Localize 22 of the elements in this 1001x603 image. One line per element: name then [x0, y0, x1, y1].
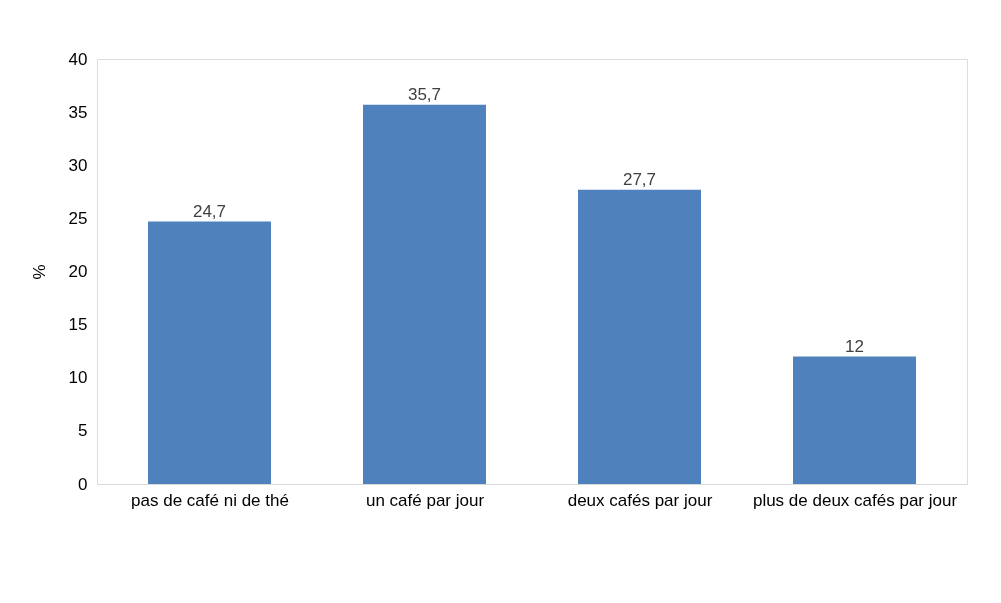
y-tick-label: 15	[68, 315, 88, 335]
y-axis-title: %	[29, 264, 49, 280]
data-label: 35,7	[407, 84, 442, 104]
bar	[148, 221, 271, 484]
data-label: 12	[845, 336, 864, 356]
bar	[363, 104, 486, 484]
y-tick-label: 20	[68, 262, 88, 281]
x-tick-label: pas de café ni de thé	[131, 490, 289, 510]
y-tick-label: 10	[68, 368, 88, 388]
x-tick-label: deux cafés par jour	[567, 490, 713, 510]
y-tick-label: 30	[68, 155, 88, 175]
x-tick-label: un café par jour	[365, 490, 485, 510]
y-tick-label: 25	[68, 208, 88, 228]
y-tick-label: 35	[68, 102, 88, 122]
x-tick-label: plus de deux cafés par jour	[752, 490, 958, 510]
data-label: 27,7	[622, 169, 657, 189]
bar	[793, 356, 916, 484]
y-tick-label: 5	[78, 421, 88, 441]
y-tick-label: 0	[78, 474, 88, 494]
bar	[578, 189, 701, 484]
data-label: 24,7	[192, 201, 227, 221]
y-tick-label: 40	[68, 49, 88, 69]
